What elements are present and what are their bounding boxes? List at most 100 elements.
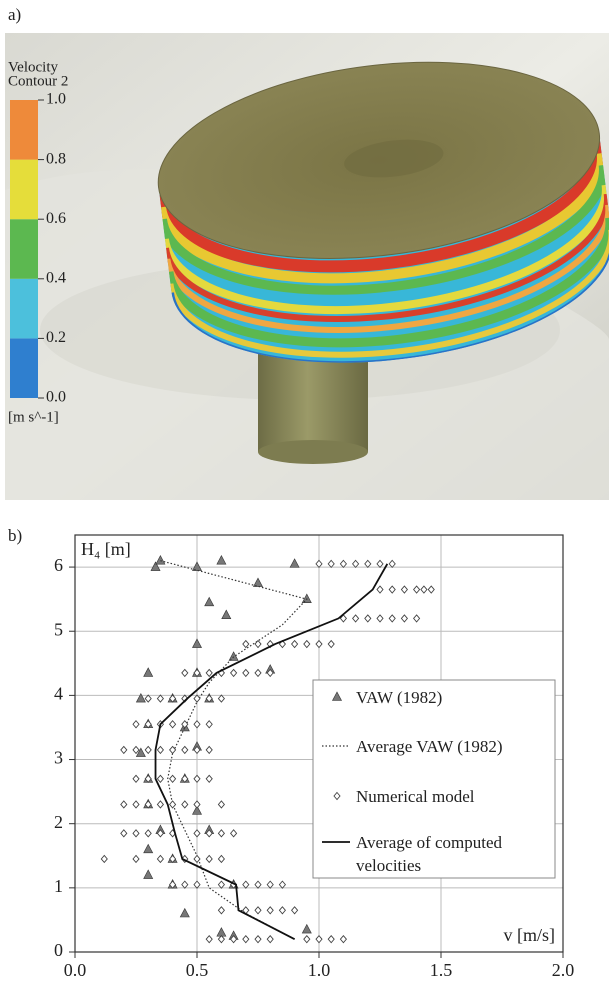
diamond-marker xyxy=(193,800,201,809)
y-tick-label: 4 xyxy=(54,684,63,704)
label-bg xyxy=(469,924,559,948)
stem-base xyxy=(258,440,368,464)
legend-label: VAW (1982) xyxy=(356,688,443,707)
diamond-marker xyxy=(193,880,201,889)
triangle-marker xyxy=(135,692,146,703)
diamond-marker xyxy=(230,934,238,944)
diamond-marker xyxy=(144,829,152,838)
diamond-marker xyxy=(193,694,201,703)
colorbar-band xyxy=(10,219,38,279)
legend-label: Average of computed velocities xyxy=(356,833,503,875)
diamond-marker xyxy=(400,585,408,594)
triangle-marker xyxy=(221,609,232,619)
diamond-marker xyxy=(230,829,238,838)
diamond-marker xyxy=(217,829,225,838)
diamond-marker xyxy=(169,880,177,889)
triangle-marker xyxy=(301,923,312,934)
triangle-marker xyxy=(289,558,300,568)
stripe xyxy=(158,164,608,295)
colorbar-band xyxy=(10,159,38,220)
triangle-marker xyxy=(155,555,166,565)
diamond-marker xyxy=(169,694,177,703)
colorbar-band xyxy=(10,100,38,160)
top-shade xyxy=(344,139,444,178)
diamond-marker xyxy=(132,774,140,783)
triangle-marker xyxy=(179,907,190,918)
colorbar-band xyxy=(10,278,38,339)
diamond-marker xyxy=(217,800,225,809)
diamond-marker xyxy=(242,934,250,944)
colorbar-tick-label: 0.8 xyxy=(46,150,66,167)
panel-label: b) xyxy=(8,526,22,545)
colorbar-tick-label: 1.0 xyxy=(46,91,66,108)
diamond-marker xyxy=(352,559,360,569)
diamond-marker xyxy=(217,880,225,889)
y-tick-label: 2 xyxy=(54,812,63,832)
diamond-marker xyxy=(169,745,177,755)
stripe xyxy=(164,204,609,333)
diamond-marker xyxy=(376,614,384,623)
colorbar-band xyxy=(10,338,38,398)
triangle-marker xyxy=(216,555,227,565)
triangle-marker xyxy=(143,667,154,677)
y-tick-label: 3 xyxy=(54,748,63,768)
stripe xyxy=(160,184,609,315)
diamond-marker xyxy=(132,854,140,864)
diamond-marker xyxy=(120,800,128,809)
triangle-marker xyxy=(192,638,202,648)
x-tick-label: 0.0 xyxy=(64,960,87,980)
diamond-marker xyxy=(352,614,360,623)
plot-frame xyxy=(74,534,564,953)
diamond-marker xyxy=(144,720,152,729)
triangle-marker xyxy=(143,869,154,879)
diamond-marker xyxy=(364,614,372,623)
diamond-marker xyxy=(205,934,213,944)
panel-label: a) xyxy=(8,5,21,24)
diamond-marker xyxy=(132,829,140,838)
y-tick-label: 6 xyxy=(54,555,63,575)
diamond-marker xyxy=(266,906,274,915)
diamond-marker xyxy=(169,800,177,809)
triangle-marker xyxy=(192,561,202,571)
legend-marker xyxy=(332,691,342,701)
diamond-marker xyxy=(242,880,250,889)
diamond-marker xyxy=(181,774,189,783)
x-tick-label: 2.0 xyxy=(552,960,575,980)
diamond-marker xyxy=(205,668,213,678)
diamond-marker xyxy=(413,585,421,594)
diamond-marker xyxy=(413,614,421,623)
diamond-marker xyxy=(205,694,213,703)
stripe xyxy=(158,152,607,284)
diamond-marker xyxy=(156,800,164,809)
diamond-marker xyxy=(291,639,299,649)
diamond-marker xyxy=(193,829,201,838)
diamond-marker xyxy=(278,880,286,889)
diamond-marker xyxy=(205,745,213,755)
diamond-marker xyxy=(327,639,335,649)
diamond-marker xyxy=(132,800,140,809)
diamond-marker xyxy=(315,639,323,649)
diamond-marker xyxy=(156,829,164,838)
diamond-marker xyxy=(266,668,274,678)
diamond-marker xyxy=(303,639,311,649)
diamond-marker xyxy=(120,829,128,838)
diamond-marker xyxy=(420,585,428,594)
diamond-marker xyxy=(254,639,262,649)
diamond-marker xyxy=(388,614,396,623)
diamond-marker xyxy=(217,934,225,944)
triangle-marker xyxy=(135,747,146,757)
legend-label: Numerical model xyxy=(356,787,475,806)
legend-label: Average VAW (1982) xyxy=(356,737,503,756)
diamond-marker xyxy=(291,906,299,915)
colorbar-title: Velocity xyxy=(8,59,58,75)
diamond-marker xyxy=(327,934,335,944)
diamond-marker xyxy=(303,934,311,944)
series-line xyxy=(154,563,389,940)
colorbar-tick-label: 0.2 xyxy=(46,329,66,346)
diamond-marker xyxy=(205,720,213,729)
diamond-marker xyxy=(339,559,347,569)
diamond-marker xyxy=(169,720,177,729)
diamond-marker xyxy=(254,880,262,889)
